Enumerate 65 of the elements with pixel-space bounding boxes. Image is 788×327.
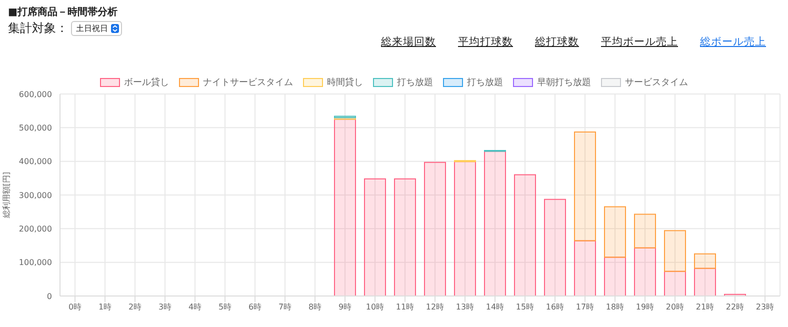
- x-tick-label: 20時: [666, 302, 684, 312]
- y-tick-label: 0: [46, 292, 52, 301]
- y-tick-label: 400,000: [18, 157, 52, 166]
- bar: [454, 161, 476, 296]
- bar: [664, 270, 686, 296]
- x-tick-label: 10時: [366, 302, 384, 312]
- bar: [694, 268, 716, 296]
- bar: [394, 178, 416, 296]
- x-tick-label: 9時: [338, 302, 352, 312]
- x-tick-label: 16時: [546, 302, 564, 312]
- x-tick-label: 7時: [278, 302, 292, 312]
- x-tick-label: 11時: [396, 302, 414, 312]
- y-tick-label: 500,000: [18, 124, 52, 133]
- bar: [634, 247, 656, 296]
- x-tick-label: 8時: [308, 302, 322, 312]
- legend-label: 時間貸し: [327, 76, 363, 89]
- x-tick-label: 3時: [158, 302, 172, 312]
- text: 総来場回数: [381, 35, 436, 49]
- text: 平均ボール売上: [601, 35, 678, 49]
- x-tick-label: 15時: [516, 302, 534, 312]
- legend-label: サービスタイム: [625, 76, 688, 89]
- y-tick-label: 100,000: [18, 258, 52, 268]
- legend-label: ボール貸し: [124, 76, 169, 89]
- bar: [664, 230, 686, 272]
- bar: [574, 240, 596, 296]
- x-tick-label: 0時: [68, 302, 82, 312]
- bar: [484, 150, 506, 296]
- bar: [424, 162, 446, 296]
- text: 土日祝日: [76, 23, 108, 34]
- x-tick-label: 6時: [248, 302, 262, 312]
- bar: [634, 214, 656, 248]
- x-tick-label: 21時: [696, 302, 714, 312]
- legend-label: 早朝打ち放題: [537, 76, 591, 89]
- x-tick-label: 13時: [456, 302, 474, 312]
- bar: [544, 198, 566, 296]
- text: 集計対象：: [8, 20, 68, 37]
- bar: [334, 118, 356, 296]
- x-tick-label: 14時: [486, 302, 504, 312]
- x-tick-label: 17時: [576, 302, 594, 312]
- x-tick-label: 22時: [726, 302, 744, 312]
- text: 総打球数: [535, 35, 579, 49]
- bar: [514, 174, 536, 296]
- x-tick-label: 12時: [426, 302, 444, 312]
- y-axis-title: 総利用額[円]: [2, 172, 11, 220]
- x-tick-label: 1時: [98, 302, 112, 312]
- x-tick-label: 4時: [188, 302, 202, 312]
- bar: [604, 256, 626, 296]
- chart-title: ■打席商品－時間帯分析: [8, 5, 118, 19]
- x-tick-label: 5時: [218, 302, 232, 312]
- x-tick-label: 2時: [128, 302, 142, 312]
- bar: [364, 178, 386, 296]
- legend-label: 打ち放題: [397, 76, 433, 89]
- bar: [604, 206, 626, 258]
- x-tick-label: 18時: [606, 302, 624, 312]
- y-tick-label: 200,000: [18, 224, 52, 234]
- x-tick-label: 23時: [756, 302, 774, 312]
- text: 平均打球数: [458, 35, 513, 49]
- bar: [694, 253, 716, 269]
- legend-label: ナイトサービスタイム: [203, 76, 293, 89]
- legend-label: 打ち放題: [467, 76, 503, 89]
- text: 総ボール売上: [700, 35, 766, 49]
- y-tick-label: 600,000: [18, 90, 52, 99]
- bar: [574, 132, 596, 242]
- y-tick-label: 300,000: [18, 190, 52, 200]
- x-tick-label: 19時: [636, 302, 654, 312]
